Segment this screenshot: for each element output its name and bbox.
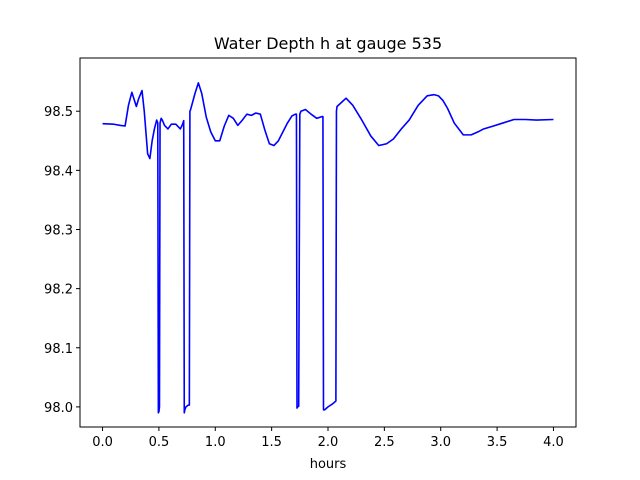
x-tick-label: 3.0: [430, 435, 451, 450]
x-tick-label: 0.5: [149, 435, 170, 450]
y-tick-label: 98.2: [44, 283, 73, 298]
x-tick-label: 0.0: [92, 435, 113, 450]
plot-frame: [79, 57, 577, 428]
y-tick-label: 98.0: [44, 401, 73, 416]
x-axis-label: hours: [310, 457, 347, 472]
series-line: [102, 82, 554, 414]
x-tick-label: 2.5: [374, 435, 395, 450]
x-tick-label: 1.0: [205, 435, 226, 450]
y-axis: 98.0 98.1 98.2 98.3 98.4 98.5: [44, 105, 80, 416]
x-tick-label: 2.0: [318, 435, 339, 450]
chart-title: Water Depth h at gauge 535: [214, 34, 442, 53]
y-tick-label: 98.4: [44, 164, 73, 179]
x-tick-label: 1.5: [261, 435, 282, 450]
y-tick-label: 98.1: [44, 342, 73, 357]
x-tick-label: 3.5: [487, 435, 508, 450]
y-tick-label: 98.5: [44, 105, 73, 120]
x-axis: 0.0 0.5 1.0 1.5 2.0 2.5 3.0 3.5 4.0: [92, 427, 564, 450]
plot-area: [102, 82, 554, 414]
x-tick-label: 4.0: [543, 435, 564, 450]
y-tick-label: 98.3: [44, 223, 73, 238]
